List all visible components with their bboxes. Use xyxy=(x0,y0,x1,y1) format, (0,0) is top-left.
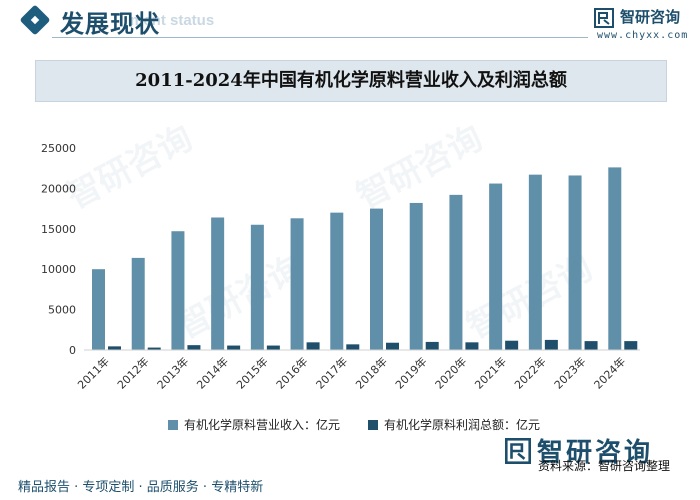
y-axis: 0 5000 10000 15000 20000 25000 xyxy=(41,142,76,357)
y-tick-label: 0 xyxy=(69,344,76,357)
footer-brand-name: 智研咨询 xyxy=(537,438,654,468)
legend-item-profit: 有机化学原料利润总额：亿元 xyxy=(368,416,540,433)
chyxx-logo-icon xyxy=(594,8,614,28)
bar-revenue xyxy=(131,257,145,350)
x-tick-label: 2020年 xyxy=(432,354,469,391)
bar-revenue xyxy=(171,231,185,350)
header-divider xyxy=(52,37,588,38)
x-tick-label: 2017年 xyxy=(313,354,350,391)
bar-revenue xyxy=(449,194,463,350)
bar-revenue xyxy=(568,175,582,350)
footer-tagline: 精品报告 · 专项定制 · 品质服务 · 专精特新 xyxy=(18,480,264,495)
legend-swatch-revenue xyxy=(168,419,178,430)
brand-name: 智研咨询 xyxy=(620,8,681,26)
x-tick-label: 2013年 xyxy=(154,354,191,391)
bar-revenue xyxy=(250,224,264,350)
bar-profit xyxy=(425,341,439,350)
bar-profit xyxy=(147,347,161,350)
x-axis: 2011年 2012年 2013年 2014年 2015年 2016年 2017年 2018年… xyxy=(75,349,640,392)
y-tick-label: 15000 xyxy=(41,223,76,236)
legend-swatch-profit xyxy=(368,419,378,430)
bar-revenue xyxy=(211,217,225,350)
y-tick-label: 10000 xyxy=(41,263,76,276)
bar-profit xyxy=(465,342,479,350)
y-tick-label: 5000 xyxy=(48,304,76,317)
header-title: 发展现状 xyxy=(60,10,160,38)
x-tick-label: 2021年 xyxy=(472,354,509,391)
bar-revenue xyxy=(528,174,542,350)
x-tick-label: 2012年 xyxy=(114,354,151,391)
bar-profit xyxy=(624,341,638,350)
x-tick-label: 2014年 xyxy=(194,354,231,391)
x-tick-label: 2011年 xyxy=(75,354,112,391)
bar-profit xyxy=(306,342,320,350)
chyxx-logo-icon xyxy=(505,437,531,464)
x-tick-label: 2016年 xyxy=(273,354,310,391)
bar-profit xyxy=(187,345,201,350)
footer: 精品报告 · 专项定制 · 品质服务 · 专精特新 xyxy=(0,464,700,500)
bar-profit xyxy=(346,344,360,350)
x-tick-label: 2023年 xyxy=(551,354,588,391)
bar-revenue xyxy=(409,202,423,350)
bar-revenue xyxy=(330,212,344,350)
bar-profit xyxy=(266,345,280,350)
bar-profit xyxy=(227,345,241,350)
bar-profit xyxy=(544,339,558,350)
header-subtitle: ment status xyxy=(130,12,215,29)
x-tick-label: 2015年 xyxy=(233,354,270,391)
legend-label-profit: 有机化学原料利润总额：亿元 xyxy=(384,418,541,432)
header-bar: ment status 发展现状 智研咨询 www.chyxx.com xyxy=(0,0,700,44)
x-tick-label: 2024年 xyxy=(591,354,628,391)
x-tick-label: 2018年 xyxy=(353,354,390,391)
legend: 有机化学原料营业收入：亿元 有机化学原料利润总额：亿元 xyxy=(0,416,700,436)
brand-url: www.chyxx.com xyxy=(597,30,689,41)
data-source: 资料来源：智研咨询整理 xyxy=(538,459,671,473)
bar-profit xyxy=(584,341,598,350)
bar-revenue xyxy=(489,183,503,350)
chart-title: 2011-2024年中国有机化学原料营业收入及利润总额 xyxy=(135,70,567,91)
bar-revenue xyxy=(290,218,304,350)
bar-revenue xyxy=(92,269,105,350)
legend-label-revenue: 有机化学原料营业收入：亿元 xyxy=(184,418,341,432)
bar-profit xyxy=(505,340,519,350)
footer-brand: 智研咨询 xyxy=(505,432,653,469)
chart-title-box: 2011-2024年中国有机化学原料营业收入及利润总额 xyxy=(35,60,667,102)
bar-revenue xyxy=(370,208,383,350)
y-tick-label: 20000 xyxy=(41,182,76,195)
bar-profit xyxy=(386,342,399,350)
x-tick-label: 2022年 xyxy=(511,354,548,391)
bars xyxy=(92,167,638,350)
x-tick-label: 2019年 xyxy=(392,354,429,391)
bar-revenue xyxy=(608,167,622,350)
bar-profit xyxy=(108,346,121,350)
legend-item-revenue: 有机化学原料营业收入：亿元 xyxy=(168,416,340,433)
y-tick-label: 25000 xyxy=(41,142,76,155)
